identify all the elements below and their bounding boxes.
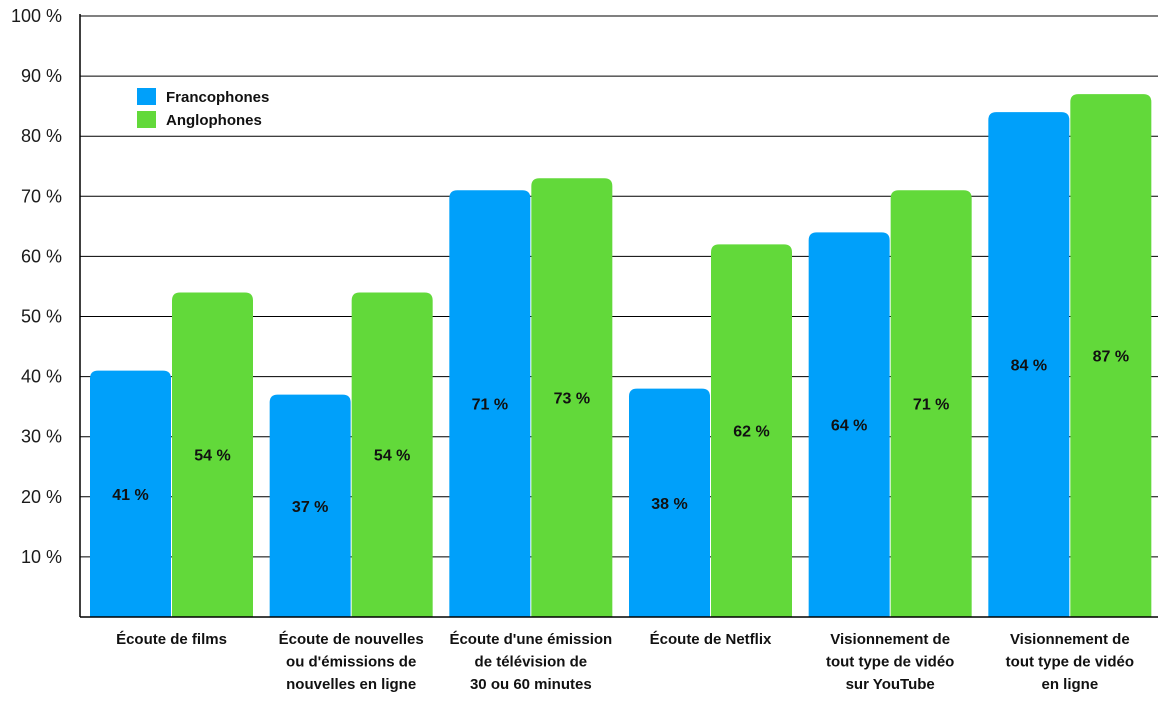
data-labels: 41 % 54 % 37 % 54 % 71 % 73 % 38 % 62 % 64 % 71 %… bbox=[112, 349, 1129, 516]
gridlines bbox=[80, 15, 1158, 558]
category-label: Écoute d'une émission de télévision de 30 … bbox=[449, 631, 612, 693]
y-tick-label: 70 % bbox=[21, 186, 62, 206]
y-tick-label: 10 % bbox=[21, 547, 62, 567]
bar-francophones bbox=[988, 112, 1070, 617]
data-label: 37 % bbox=[292, 499, 328, 516]
bar-francophones bbox=[449, 190, 531, 618]
y-tick-labels: 10 % 20 % 30 % 40 % 50 % 60 % 70 % 80 % 90 % 100 … bbox=[11, 6, 62, 567]
data-label: 73 % bbox=[554, 391, 590, 408]
category-label: Écoute de films bbox=[116, 631, 227, 648]
data-label: 71 % bbox=[472, 397, 508, 414]
category-label: Visionnement de tout type de vidéo sur You… bbox=[826, 631, 954, 693]
bar-francophones bbox=[90, 370, 171, 617]
bars bbox=[90, 94, 1152, 618]
bar-anglophones bbox=[890, 190, 972, 618]
y-tick-label: 20 % bbox=[21, 487, 62, 507]
bar-anglophones bbox=[711, 244, 792, 617]
data-label: 62 % bbox=[733, 424, 769, 441]
y-tick-label: 80 % bbox=[21, 126, 62, 146]
legend-label: Anglophones bbox=[166, 112, 262, 129]
category-label: Visionnement de tout type de vidéo en lign… bbox=[1006, 631, 1134, 693]
data-label: 64 % bbox=[831, 418, 867, 435]
y-tick-label: 50 % bbox=[21, 307, 62, 327]
bar-francophones bbox=[269, 394, 351, 617]
y-tick-label: 40 % bbox=[21, 367, 62, 387]
data-label: 41 % bbox=[112, 487, 148, 504]
bar-anglophones bbox=[172, 292, 253, 617]
legend-label: Francophones bbox=[166, 89, 269, 106]
bar-francophones bbox=[808, 232, 890, 618]
legend-swatch-francophones bbox=[137, 88, 156, 105]
y-tick-label: 60 % bbox=[21, 246, 62, 266]
bar-anglophones bbox=[1070, 94, 1152, 617]
y-tick-label: 90 % bbox=[21, 66, 62, 86]
axes bbox=[79, 14, 1158, 618]
data-label: 87 % bbox=[1093, 349, 1129, 366]
data-label: 38 % bbox=[651, 496, 687, 513]
bar-anglophones bbox=[351, 292, 433, 617]
data-label: 54 % bbox=[374, 448, 410, 465]
data-label: 84 % bbox=[1011, 358, 1047, 375]
y-tick-label: 30 % bbox=[21, 427, 62, 447]
category-labels: Écoute de films Écoute de nouvelles ou d'é… bbox=[116, 631, 1134, 693]
data-label: 71 % bbox=[913, 397, 949, 414]
bar-anglophones bbox=[531, 178, 613, 617]
bar-francophones bbox=[629, 388, 710, 617]
y-tick-label: 100 % bbox=[11, 6, 62, 26]
legend: Francophones Anglophones bbox=[137, 88, 269, 129]
category-label: Écoute de Netflix bbox=[650, 631, 772, 648]
legend-swatch-anglophones bbox=[137, 111, 156, 128]
data-label: 54 % bbox=[194, 448, 230, 465]
category-label: Écoute de nouvelles ou d'émissions de nouv… bbox=[279, 631, 424, 693]
